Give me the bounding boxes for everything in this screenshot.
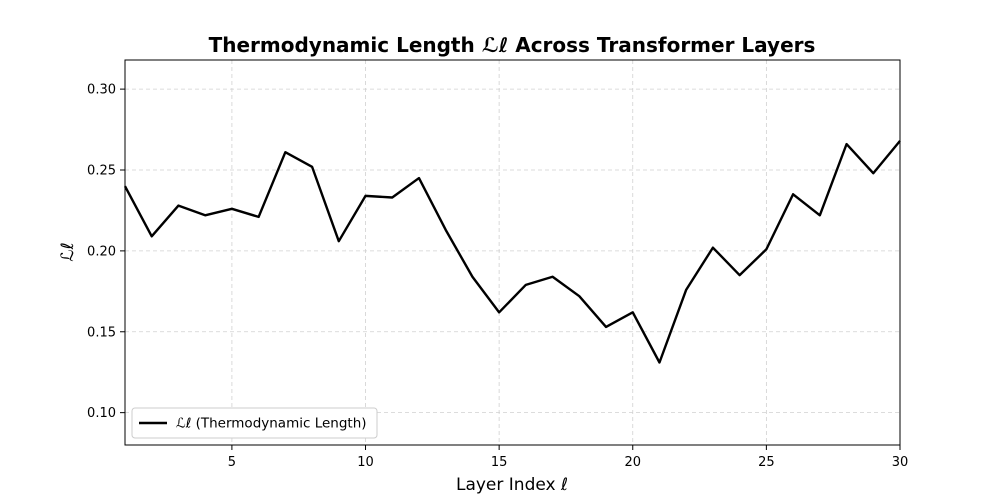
y-axis: 0.10 0.15 0.20 0.25 0.30 [87,83,125,421]
chart-title: Thermodynamic Length ℒℓ Across Transform… [209,33,816,57]
legend: ℒℓ (Thermodynamic Length) [131,407,378,439]
y-tick-label: 0.15 [87,325,116,340]
y-axis-label: ℒℓ [58,242,78,261]
legend-entry: ℒℓ (Thermodynamic Length) [176,416,367,432]
x-axis-label: Layer Index ℓ [456,475,568,495]
x-tick-label: 30 [892,455,909,470]
y-tick-label: 0.30 [87,83,116,98]
series-line [123,140,901,364]
legend-box [131,407,378,439]
x-axis: 5 10 15 20 25 30 [228,445,909,470]
x-tick-label: 20 [624,455,641,470]
x-tick-label: 10 [357,455,374,470]
grid [125,60,901,445]
y-tick-label: 0.20 [87,244,116,259]
y-tick-label: 0.10 [87,406,116,421]
plot-frame [124,59,901,446]
y-tick-label: 0.25 [87,164,116,179]
x-tick-label: 15 [491,455,508,470]
x-tick-label: 5 [228,455,236,470]
x-tick-label: 25 [758,455,775,470]
